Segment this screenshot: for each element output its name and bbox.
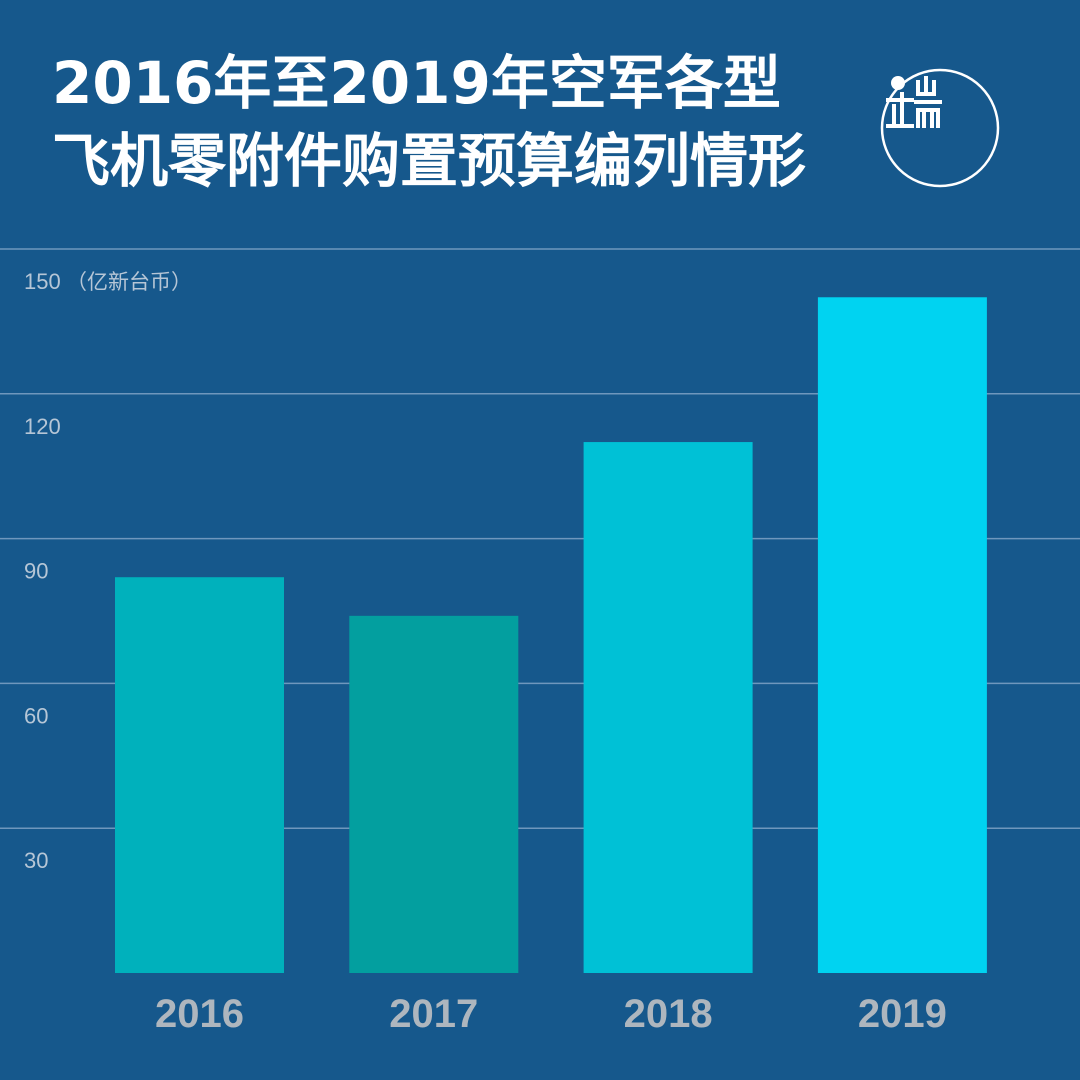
chart-title-line-2: 飞机零附件购置预算编列情形: [52, 127, 807, 195]
bar-2016: [115, 577, 284, 973]
x-tick-label-2017: 2017: [389, 992, 478, 1036]
bar-2018: [583, 442, 753, 974]
chart-title-line-1: 2016年至2019年空军各型: [52, 49, 781, 117]
x-tick-label-2016: 2016: [155, 992, 244, 1036]
jiangshan-logo-icon: [880, 68, 1000, 188]
labels: 30 60 90 120 150 （亿新台币） 2016 2017 2018 2019: [24, 269, 947, 1036]
x-tick-label-2018: 2018: [624, 992, 713, 1036]
y-tick-label-90: 90: [24, 559, 48, 584]
bars: [115, 297, 987, 974]
y-tick-label-120: 120: [24, 414, 61, 439]
y-axis-unit-label: （亿新台币）: [66, 270, 192, 294]
bar-2017: [349, 615, 519, 973]
y-tick-label-30: 30: [24, 848, 48, 873]
chart-title: 2016年至2019年空军各型 飞机零附件购置预算编列情形: [52, 44, 806, 200]
bar-2019: [817, 297, 987, 973]
x-tick-label-2019: 2019: [858, 992, 947, 1036]
y-tick-label-150: 150: [24, 269, 61, 294]
y-tick-label-60: 60: [24, 703, 48, 728]
